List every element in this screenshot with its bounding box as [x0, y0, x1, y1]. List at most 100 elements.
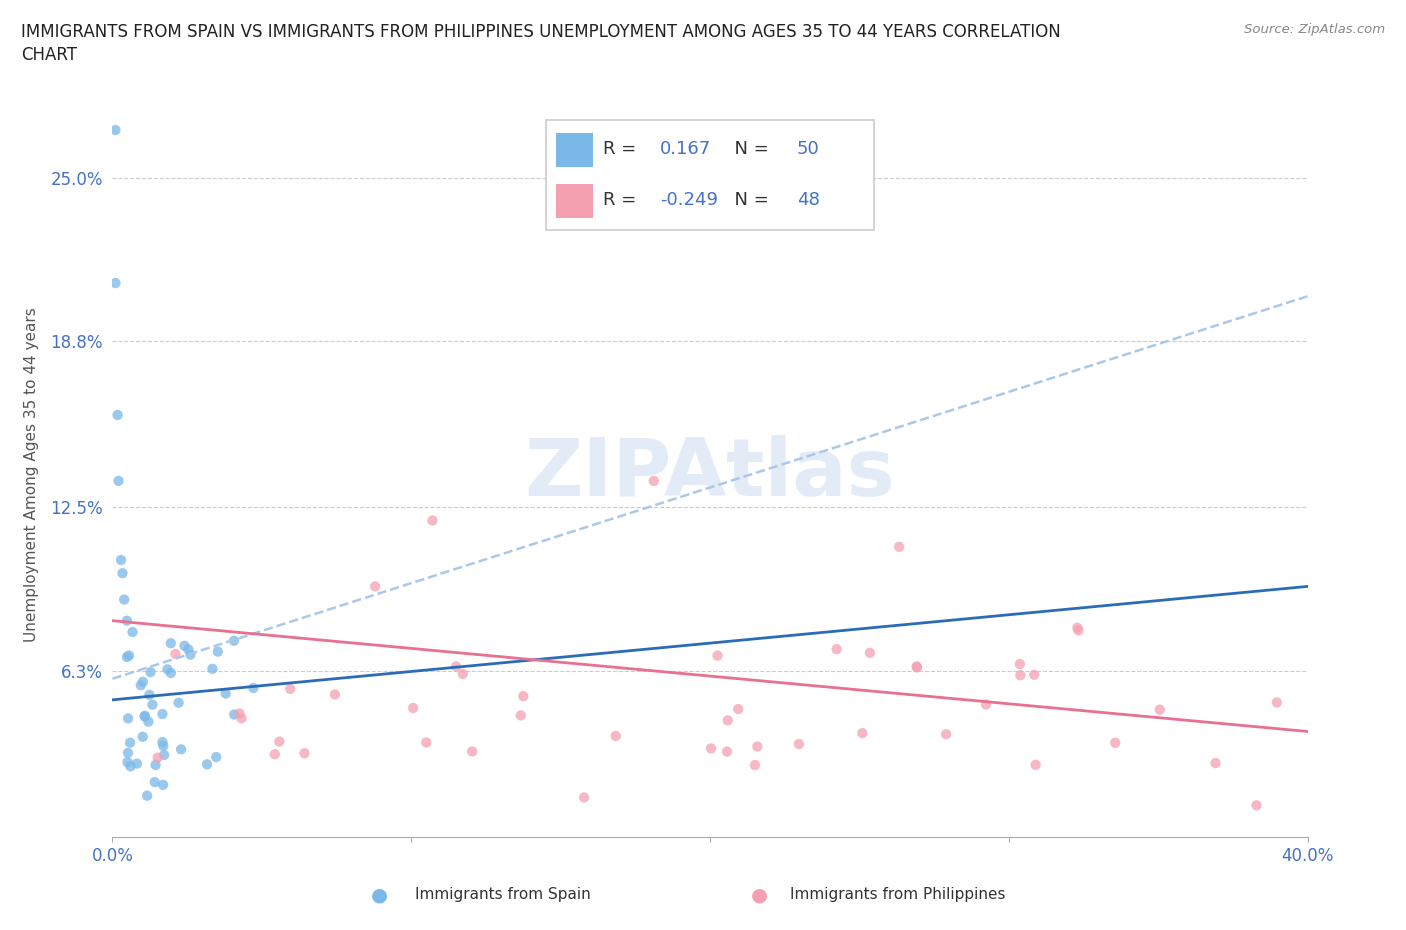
Point	[125, 756, 148, 771]
Point	[700, 741, 723, 756]
Point	[222, 633, 245, 648]
Text: ●: ●	[751, 885, 768, 904]
Text: CHART: CHART	[21, 46, 77, 64]
Point	[205, 750, 228, 764]
Point	[1008, 657, 1031, 671]
Point	[121, 625, 143, 640]
Point	[1205, 756, 1227, 771]
Point	[117, 746, 139, 761]
Point	[195, 757, 218, 772]
Point	[364, 579, 387, 594]
Point	[859, 645, 882, 660]
Point	[110, 552, 132, 567]
Point	[118, 736, 141, 751]
Point	[160, 636, 183, 651]
Point	[179, 647, 201, 662]
Point	[167, 696, 190, 711]
Point	[905, 660, 928, 675]
Point	[173, 638, 195, 653]
Point	[129, 678, 152, 693]
Point	[269, 734, 291, 749]
Point	[825, 642, 848, 657]
Point	[156, 662, 179, 677]
Point	[935, 726, 957, 741]
Text: ●: ●	[371, 885, 388, 904]
Point	[444, 659, 467, 674]
Point	[132, 674, 155, 689]
Point	[294, 746, 316, 761]
Point	[143, 775, 166, 790]
Point	[165, 646, 187, 661]
Point	[146, 751, 169, 765]
Point	[152, 735, 174, 750]
Point	[120, 759, 142, 774]
Point	[170, 742, 193, 757]
Point	[1149, 702, 1171, 717]
Text: Immigrants from Philippines: Immigrants from Philippines	[790, 887, 1005, 902]
Point	[201, 661, 224, 676]
Point	[228, 706, 250, 721]
Point	[107, 407, 129, 422]
Text: IMMIGRANTS FROM SPAIN VS IMMIGRANTS FROM PHILIPPINES UNEMPLOYMENT AMONG AGES 35 : IMMIGRANTS FROM SPAIN VS IMMIGRANTS FROM…	[21, 23, 1062, 41]
Point	[115, 649, 138, 664]
Point	[1010, 668, 1032, 683]
Text: ZIPAtlas: ZIPAtlas	[524, 435, 896, 513]
Point	[141, 698, 163, 712]
Point	[717, 713, 740, 728]
Point	[706, 648, 728, 663]
Point	[104, 275, 127, 290]
Point	[115, 613, 138, 628]
Point	[104, 123, 127, 138]
Point	[643, 473, 665, 488]
Point	[716, 744, 738, 759]
Point	[152, 777, 174, 792]
Point	[118, 648, 141, 663]
Point	[138, 687, 160, 702]
Point	[242, 681, 264, 696]
Point	[1025, 757, 1047, 772]
Point	[224, 707, 246, 722]
Point	[215, 686, 238, 701]
Point	[974, 697, 997, 711]
Point	[572, 790, 595, 804]
Point	[323, 687, 346, 702]
Point	[1024, 668, 1046, 683]
Point	[278, 682, 301, 697]
Point	[132, 729, 155, 744]
Point	[134, 709, 156, 724]
Y-axis label: Unemployment Among Ages 35 to 44 years: Unemployment Among Ages 35 to 44 years	[24, 307, 39, 642]
Point	[461, 744, 484, 759]
Point	[509, 708, 531, 723]
Point	[747, 739, 769, 754]
Point	[136, 789, 159, 804]
Point	[111, 565, 134, 580]
Point	[107, 473, 129, 488]
Point	[117, 754, 139, 769]
Point	[152, 738, 174, 753]
Point	[1265, 695, 1288, 710]
Point	[415, 735, 437, 750]
Point	[744, 758, 766, 773]
Point	[139, 665, 162, 680]
Point	[727, 701, 749, 716]
Point	[451, 667, 474, 682]
Point	[145, 757, 167, 772]
Text: Immigrants from Spain: Immigrants from Spain	[415, 887, 591, 902]
Point	[1104, 736, 1126, 751]
Point	[1246, 798, 1268, 813]
Point	[422, 513, 444, 528]
Point	[177, 642, 200, 657]
Point	[1067, 623, 1090, 638]
Point	[905, 659, 928, 674]
Point	[153, 748, 176, 763]
Point	[851, 725, 873, 740]
Point	[112, 592, 135, 607]
Text: Source: ZipAtlas.com: Source: ZipAtlas.com	[1244, 23, 1385, 36]
Point	[207, 644, 229, 659]
Point	[512, 689, 534, 704]
Point	[117, 711, 139, 725]
Point	[160, 666, 183, 681]
Point	[231, 711, 253, 725]
Point	[787, 737, 810, 751]
Point	[1066, 620, 1088, 635]
